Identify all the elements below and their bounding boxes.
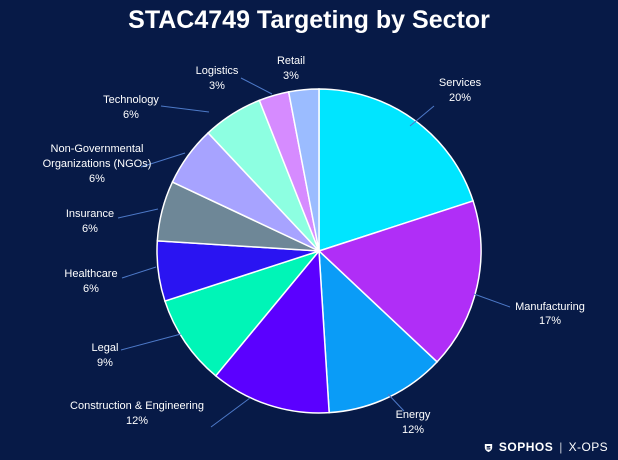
sophos-xops-logo: SOPHOS | X-OPS [483,440,608,454]
pie-label-technology: Technology 6% [103,94,159,121]
pie-label-manufacturing: Manufacturing 17% [515,301,585,327]
pie-category-label: Healthcare [64,268,117,280]
pie-label-services: Services 20% [439,77,482,104]
pie-slice-services [318,88,475,253]
pie-value-label: 6% [89,173,105,185]
pie-slice-retail [287,88,320,252]
pie-slice-energy [318,249,439,414]
pie-category-label: Retail [277,55,305,67]
pie-slice-legal [163,249,322,377]
leader-line-insurance [117,208,159,219]
pie-label-construction-and-engineering: Construction & Engineering 12% [70,400,204,427]
pie-label-healthcare: Healthcare 6% [64,268,117,295]
leader-line-construction-and-engineering [210,397,251,428]
pie-label-energy: Energy 12% [396,409,431,436]
leader-line-energy [387,393,405,412]
pie-category-label: Insurance [66,208,114,220]
pie-label-legal: Legal 9% [92,342,119,369]
pie-label-retail: Retail 3% [277,55,305,82]
leader-line-legal [120,333,182,351]
xops-logo-text: X-OPS [568,440,608,454]
pie-category-label: Technology [103,94,159,106]
pie-value-label: 6% [82,223,98,235]
pie-label-non-governmental-organizations-ngos: Non-Governmental Organizations (NGOs) 6% [43,143,152,185]
pie-label-insurance: Insurance 6% [66,208,114,235]
pie-value-label: 20% [449,92,471,104]
leader-line-technology [160,105,210,113]
pie-category-label: Construction & Engineering [70,400,204,412]
pie-category-label: Manufacturing [515,301,585,313]
pie-value-label: 9% [97,357,113,369]
leader-line-healthcare [121,266,157,279]
leader-line-non-governmental-organizations-ngos [140,152,186,168]
logo-separator: | [559,440,563,454]
pie-slice-construction-and-engineering [214,249,330,414]
pie-category-label: Organizations (NGOs) [43,158,152,170]
pie-value-label: 3% [209,80,225,92]
leader-line-services [409,105,435,127]
pie-category-label: Non-Governmental [51,143,144,155]
sophos-logo-text: SOPHOS [498,440,554,454]
pie-value-label: 6% [83,283,99,295]
pie-value-label: 3% [283,70,299,82]
pie-category-label: Energy [396,409,431,421]
pie-value-label: 17% [539,315,561,327]
leader-line-manufacturing [473,293,511,308]
pie-labels-layer: Services 20%Manufacturing 17%Energy 12%Cons… [43,55,585,436]
pie-category-label: Legal [92,342,119,354]
pie-category-label: Services [439,77,482,89]
pie-label-logistics: Logistics 3% [196,65,239,92]
pie-category-label: Logistics [196,65,239,77]
pie-value-label: 6% [123,109,139,121]
pie-slice-manufacturing [317,199,482,363]
pie-slices-layer [156,88,482,414]
pie-value-label: 12% [126,415,148,427]
chart-title: STAC4749 Targeting by Sector [128,6,490,34]
leader-lines-layer [117,77,511,428]
sophos-shield-icon [484,443,493,452]
pie-value-label: 12% [402,424,424,436]
leader-line-logistics [240,77,273,95]
